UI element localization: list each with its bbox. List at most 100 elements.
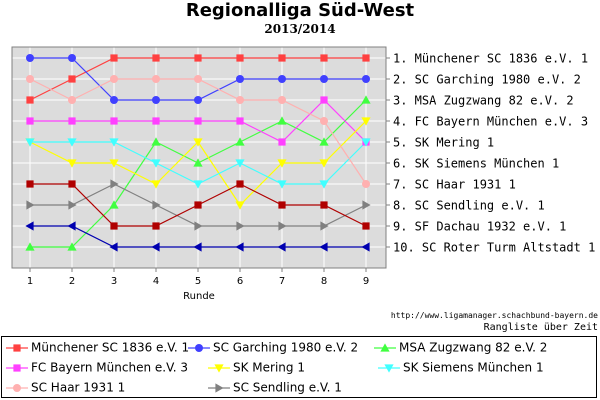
legend-item: SK Mering 1 bbox=[208, 357, 305, 377]
data-point-7-2 bbox=[68, 96, 76, 104]
x-tick-label: 9 bbox=[363, 276, 369, 287]
data-point-3-8 bbox=[319, 137, 329, 146]
data-point-4-6 bbox=[236, 117, 244, 125]
data-point-5-5 bbox=[193, 138, 203, 147]
legend-item: SC Sendling e.V. 1 bbox=[208, 377, 342, 397]
data-point-9-1 bbox=[26, 180, 34, 188]
legend: Münchener SC 1836 e.V. 1 SC Garching 1980… bbox=[1, 336, 597, 398]
legend-item: SC Garching 1980 e.V. 2 bbox=[188, 337, 358, 357]
legend-swatch bbox=[6, 383, 28, 392]
data-point-8-3 bbox=[110, 179, 119, 189]
legend-label: SC Sendling e.V. 1 bbox=[233, 380, 342, 395]
legend-swatch bbox=[208, 363, 230, 373]
data-point-4-7 bbox=[278, 138, 286, 146]
rank-label-9: 9. SF Dachau 1932 e.V. 1 bbox=[393, 220, 566, 234]
source-url: http://www.ligamanager.schachbund-bayern… bbox=[390, 311, 598, 320]
data-point-9-2 bbox=[68, 180, 76, 188]
data-point-7-5 bbox=[194, 75, 202, 83]
data-point-2-5 bbox=[194, 96, 202, 104]
data-point-5-9 bbox=[361, 117, 371, 126]
data-point-3-7 bbox=[277, 116, 287, 125]
legend-label: FC Bayern München e.V. 3 bbox=[31, 360, 189, 375]
data-point-7-9 bbox=[362, 180, 370, 188]
data-point-10-5 bbox=[193, 242, 202, 252]
legend-marker bbox=[13, 343, 21, 352]
legend-marker bbox=[13, 383, 21, 392]
data-point-8-4 bbox=[152, 200, 161, 210]
legend-swatch bbox=[374, 342, 396, 352]
data-point-1-1 bbox=[26, 96, 34, 104]
legend-item: SK Siemens München 1 bbox=[378, 357, 544, 377]
data-point-4-1 bbox=[26, 117, 34, 125]
legend-marker bbox=[13, 363, 21, 372]
legend-item: Münchener SC 1836 e.V. 1 bbox=[6, 337, 189, 357]
data-point-7-8 bbox=[320, 117, 328, 125]
data-point-5-7 bbox=[277, 159, 287, 168]
data-point-9-5 bbox=[194, 201, 202, 209]
legend-item: SC Haar 1931 1 bbox=[6, 377, 125, 397]
data-point-8-8 bbox=[320, 221, 329, 231]
data-point-3-5 bbox=[193, 158, 203, 167]
data-point-3-1 bbox=[25, 242, 35, 251]
x-tick-label: 1 bbox=[27, 276, 33, 287]
legend-marker bbox=[195, 343, 203, 352]
x-axis-label: Runde bbox=[183, 291, 215, 302]
data-point-9-9 bbox=[362, 222, 370, 230]
data-point-7-6 bbox=[236, 96, 244, 104]
data-point-4-3 bbox=[110, 117, 118, 125]
legend-swatch bbox=[6, 363, 28, 372]
data-point-3-6 bbox=[235, 137, 245, 146]
rank-label-1: 1. Münchener SC 1836 e.V. 1 bbox=[393, 52, 588, 66]
legend-label: SK Siemens München 1 bbox=[403, 360, 544, 375]
legend-marker bbox=[380, 342, 390, 352]
data-point-10-8 bbox=[319, 242, 328, 252]
x-tick-label: 6 bbox=[237, 276, 243, 287]
rank-label-2: 2. SC Garching 1980 e.V. 2 bbox=[393, 73, 581, 87]
data-point-6-7 bbox=[277, 180, 287, 189]
data-point-10-7 bbox=[277, 242, 286, 252]
x-tick-label: 5 bbox=[195, 276, 201, 287]
data-point-9-8 bbox=[320, 201, 328, 209]
data-point-10-6 bbox=[235, 242, 244, 252]
data-point-6-9 bbox=[361, 138, 371, 147]
data-point-8-2 bbox=[68, 200, 77, 210]
x-tick-label: 8 bbox=[321, 276, 327, 287]
data-point-9-7 bbox=[278, 201, 286, 209]
data-point-3-2 bbox=[67, 242, 77, 251]
data-point-6-8 bbox=[319, 180, 329, 189]
data-point-5-2 bbox=[67, 159, 77, 168]
data-point-6-6 bbox=[235, 159, 245, 168]
data-point-6-4 bbox=[151, 159, 161, 168]
data-point-8-1 bbox=[26, 200, 35, 210]
plot-border bbox=[11, 46, 387, 269]
data-point-5-8 bbox=[319, 159, 329, 168]
data-point-10-9 bbox=[361, 242, 370, 252]
data-point-8-5 bbox=[194, 221, 203, 231]
data-point-3-3 bbox=[109, 200, 119, 209]
data-point-6-2 bbox=[67, 138, 77, 147]
legend-swatch bbox=[188, 343, 210, 352]
data-point-7-4 bbox=[152, 75, 160, 83]
data-point-6-3 bbox=[109, 138, 119, 147]
x-tick-label: 4 bbox=[153, 276, 159, 287]
data-point-9-6 bbox=[236, 180, 244, 188]
data-point-5-4 bbox=[151, 180, 161, 189]
data-point-8-9 bbox=[362, 200, 371, 210]
data-point-9-3 bbox=[110, 222, 118, 230]
data-point-1-9 bbox=[362, 54, 370, 62]
x-tick-label: 2 bbox=[69, 276, 75, 287]
data-point-8-6 bbox=[236, 221, 245, 231]
data-point-7-7 bbox=[278, 96, 286, 104]
data-point-2-3 bbox=[110, 96, 118, 104]
data-point-5-3 bbox=[109, 159, 119, 168]
data-point-8-7 bbox=[278, 221, 287, 231]
data-point-7-1 bbox=[26, 75, 34, 83]
x-tick-label: 7 bbox=[279, 276, 285, 287]
data-point-2-4 bbox=[152, 96, 160, 104]
legend-item: FC Bayern München e.V. 3 bbox=[6, 357, 188, 377]
x-tick-label: 3 bbox=[111, 276, 117, 287]
data-point-1-4 bbox=[152, 54, 160, 62]
data-point-10-4 bbox=[151, 242, 160, 252]
rank-label-7: 7. SC Haar 1931 1 bbox=[393, 178, 516, 192]
data-point-2-9 bbox=[362, 75, 370, 83]
